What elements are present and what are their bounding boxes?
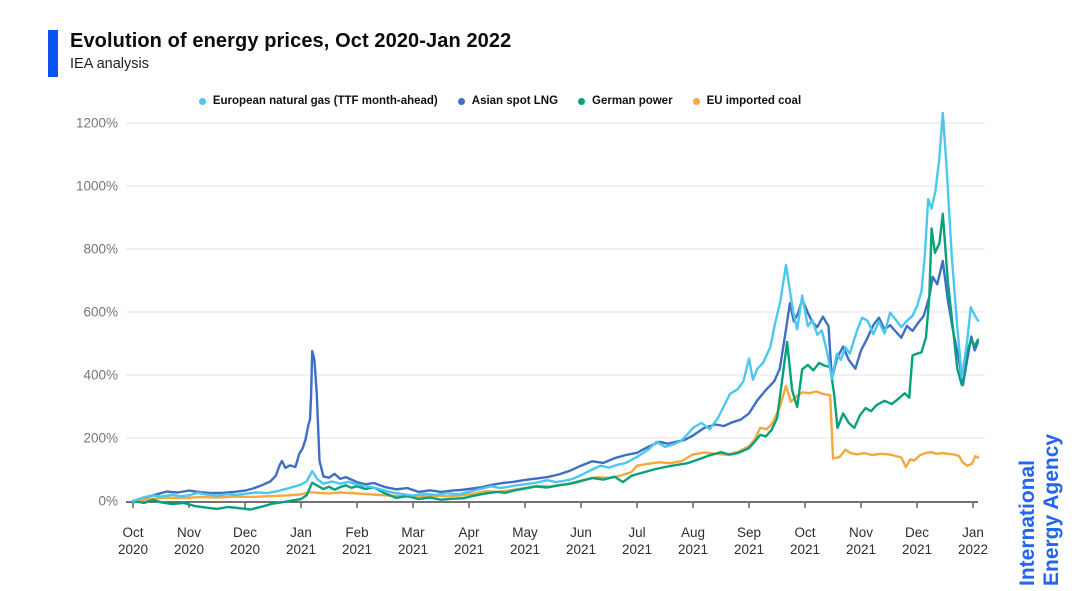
y-tick-label: 600% [83, 305, 118, 320]
x-tick-month: Jan [290, 525, 312, 540]
x-tick-year: 2021 [846, 542, 876, 557]
x-tick-year: 2021 [790, 542, 820, 557]
x-tick-month: Dec [905, 525, 929, 540]
x-tick-year: 2021 [342, 542, 372, 557]
legend-item-german-power: German power [578, 95, 673, 107]
x-tick-month: Jul [628, 525, 645, 540]
legend-item-european-natural-gas: European natural gas (TTF month-ahead) [198, 95, 438, 107]
x-tick-month: Aug [681, 525, 705, 540]
legend-marker-icon [198, 97, 206, 105]
series-line-german-power [131, 212, 980, 511]
x-tick-month: Nov [177, 525, 201, 540]
iea-logo-line2: Energy Agency [1039, 433, 1063, 586]
legend-label: EU imported coal [706, 95, 802, 107]
series-line-asian-spot-lng [131, 259, 980, 503]
legend-item-asian-spot-lng: Asian spot LNG [457, 95, 559, 107]
y-tick-label: 400% [83, 368, 118, 383]
page-subtitle: IEA analysis [70, 56, 149, 72]
x-tick-year: 2020 [230, 542, 260, 557]
page-title: Evolution of energy prices, Oct 2020-Jan… [70, 30, 512, 52]
x-tick-year: 2020 [174, 542, 204, 557]
x-tick-month: Oct [794, 525, 815, 540]
x-tick-year: 2022 [958, 542, 988, 557]
y-tick-label: 200% [83, 431, 118, 446]
legend-marker-icon [457, 97, 465, 105]
x-tick-year: 2021 [734, 542, 764, 557]
x-tick-month: Oct [122, 525, 143, 540]
legend-item-eu-imported-coal: EU imported coal [692, 95, 802, 107]
y-tick-label: 1200% [76, 116, 118, 131]
x-tick-year: 2021 [286, 542, 316, 557]
x-tick-year: 2021 [622, 542, 652, 557]
x-tick-month: Apr [458, 525, 480, 540]
title-block: Evolution of energy prices, Oct 2020-Jan… [70, 30, 511, 77]
y-tick-label: 1000% [76, 179, 118, 194]
series-line-eu-imported-coal [131, 384, 980, 503]
chart-legend: European natural gas (TTF month-ahead) A… [0, 95, 1000, 107]
iea-logo-line1: International [1016, 459, 1039, 586]
x-tick-month: Nov [849, 525, 873, 540]
x-tick-month: May [512, 525, 538, 540]
x-tick-year: 2021 [510, 542, 540, 557]
y-tick-label: 0% [98, 494, 118, 509]
x-tick-year: 2021 [678, 542, 708, 557]
legend-marker-icon [578, 97, 586, 105]
legend-label: German power [592, 95, 673, 107]
x-tick-year: 2020 [118, 542, 148, 557]
legend-label: European natural gas (TTF month-ahead) [212, 95, 438, 107]
series-line-european-natural-gas-ttf-month-ahead [131, 111, 980, 503]
x-tick-month: Mar [401, 525, 425, 540]
legend-label: Asian spot LNG [471, 95, 559, 107]
title-accent-bar [48, 30, 58, 77]
iea-logo: International Energy Agency [1016, 434, 1063, 586]
legend-marker-icon [692, 97, 700, 105]
x-tick-year: 2021 [454, 542, 484, 557]
x-tick-year: 2021 [566, 542, 596, 557]
x-tick-month: Dec [233, 525, 257, 540]
y-tick-label: 800% [83, 242, 118, 257]
x-tick-month: Sep [737, 525, 761, 540]
x-tick-year: 2021 [902, 542, 932, 557]
header: Evolution of energy prices, Oct 2020-Jan… [48, 30, 511, 77]
x-tick-month: Jan [962, 525, 984, 540]
x-tick-year: 2021 [398, 542, 428, 557]
x-tick-month: Feb [345, 525, 368, 540]
x-tick-month: Jun [570, 525, 592, 540]
